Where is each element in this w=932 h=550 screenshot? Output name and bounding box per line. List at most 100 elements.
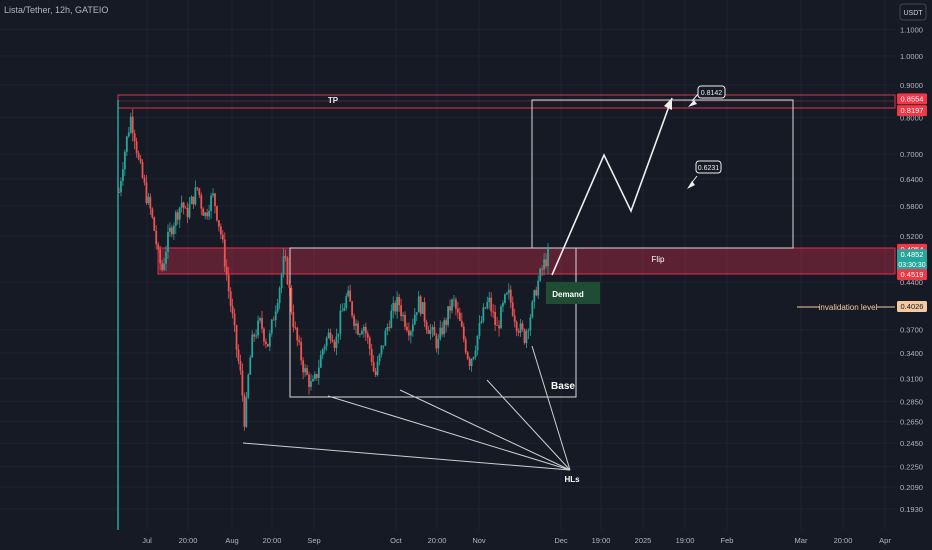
candle-body — [449, 306, 451, 311]
candle-body — [505, 292, 508, 295]
candle-body — [221, 234, 224, 240]
candle-body — [282, 256, 285, 275]
hl-line-1 — [242, 442, 571, 471]
candle-body — [188, 204, 191, 218]
x-tick-label: 20:00 — [428, 536, 447, 545]
candle-body — [249, 357, 252, 375]
candle-body — [545, 259, 547, 267]
candle-body — [169, 227, 171, 232]
candle-body — [496, 324, 498, 326]
candle-body — [388, 326, 391, 328]
candlestick-series — [118, 109, 549, 431]
y-tick-label: 0.3100 — [900, 374, 923, 383]
y-tick-label: 0.2450 — [900, 439, 923, 448]
symbol-title: Lista/Tether, 12h, GATEIO — [4, 5, 108, 15]
candle-body — [380, 345, 383, 355]
projection-arrowhead — [664, 98, 672, 110]
candle-body — [182, 202, 185, 208]
candle-body — [374, 371, 377, 375]
y-tick-label: 0.2850 — [900, 398, 923, 407]
candle-body — [280, 274, 283, 289]
candle-body — [427, 329, 430, 334]
candle-body — [167, 231, 169, 252]
candle-body — [235, 325, 238, 350]
candle-body — [359, 334, 361, 335]
candle-body — [306, 368, 308, 375]
candle-body — [335, 336, 338, 348]
hl-line-2 — [327, 395, 571, 471]
candle-body — [223, 239, 226, 267]
candle-body — [165, 251, 167, 264]
candle-body — [206, 212, 209, 217]
currency-button[interactable] — [899, 3, 927, 21]
candle-body — [212, 193, 214, 196]
demand-zone — [546, 282, 600, 304]
candle-body — [263, 328, 265, 342]
target-box — [531, 99, 794, 249]
candle-body — [537, 280, 540, 296]
candle-body — [500, 306, 502, 329]
candle-body — [443, 320, 446, 335]
price-badge-value: 0.4026 — [901, 302, 924, 311]
candle-body — [286, 257, 289, 285]
candle-body — [141, 162, 144, 178]
candle-body — [296, 327, 299, 341]
candle-body — [331, 339, 334, 342]
flip-label: Flip — [652, 255, 665, 264]
candle-body — [366, 333, 369, 338]
candle-body — [507, 289, 510, 293]
candle-body — [343, 308, 346, 311]
candle-body — [355, 323, 357, 326]
hl-line-5 — [531, 345, 571, 471]
candle-body — [398, 297, 401, 306]
demand-label: Demand — [552, 290, 584, 299]
candle-body — [384, 330, 387, 346]
x-tick-label: Nov — [472, 536, 486, 545]
candle-body — [468, 358, 471, 367]
candle-body — [429, 329, 432, 334]
y-tick-label: 0.2090 — [900, 483, 923, 492]
candle-body — [145, 182, 148, 204]
candle-body — [216, 206, 218, 221]
candle-body — [219, 226, 222, 235]
candle-body — [265, 341, 267, 344]
candle-body — [302, 360, 305, 373]
target-2-box — [695, 160, 722, 174]
candle-body — [386, 326, 389, 331]
x-tick-label: 19:00 — [676, 536, 695, 545]
candle-body — [488, 297, 491, 303]
candle-body — [118, 192, 120, 193]
candle-body — [127, 132, 130, 137]
candle-body — [525, 331, 528, 344]
y-tick-label: 0.2650 — [900, 418, 923, 427]
y-tick-label: 0.1930 — [900, 505, 923, 514]
candle-body — [441, 327, 444, 335]
time-axis[interactable]: Jul 20:00 Aug 20:00 Sep Oct 20:00 Nov Dec 19:00 20… — [142, 536, 891, 545]
y-tick-label: 1.1000 — [900, 26, 923, 35]
grid-lines — [0, 0, 895, 530]
price-axis[interactable]: 1.1000 1.0000 0.9000 0.8000 0.7000 0.6400 0.58… — [900, 26, 923, 514]
candle-body — [504, 294, 506, 303]
y-tick-label: 0.3400 — [900, 349, 923, 358]
candle-body — [490, 297, 493, 312]
candle-body — [278, 288, 281, 304]
candle-body — [272, 319, 275, 321]
x-tick-label: Sep — [307, 536, 320, 545]
candle-body — [186, 207, 189, 218]
candle-body — [310, 381, 312, 387]
candle-body — [151, 208, 154, 218]
candle-body — [231, 306, 234, 314]
candle-body — [241, 370, 244, 396]
candle-body — [161, 263, 163, 270]
candle-body — [376, 361, 379, 375]
candle-body — [470, 359, 473, 367]
candle-body — [131, 116, 134, 134]
candle-body — [517, 330, 520, 333]
candle-body — [519, 323, 522, 333]
x-tick-label: Feb — [721, 536, 734, 545]
candle-body — [406, 326, 408, 331]
x-tick-label: Dec — [554, 536, 568, 545]
candle-body — [292, 311, 295, 328]
